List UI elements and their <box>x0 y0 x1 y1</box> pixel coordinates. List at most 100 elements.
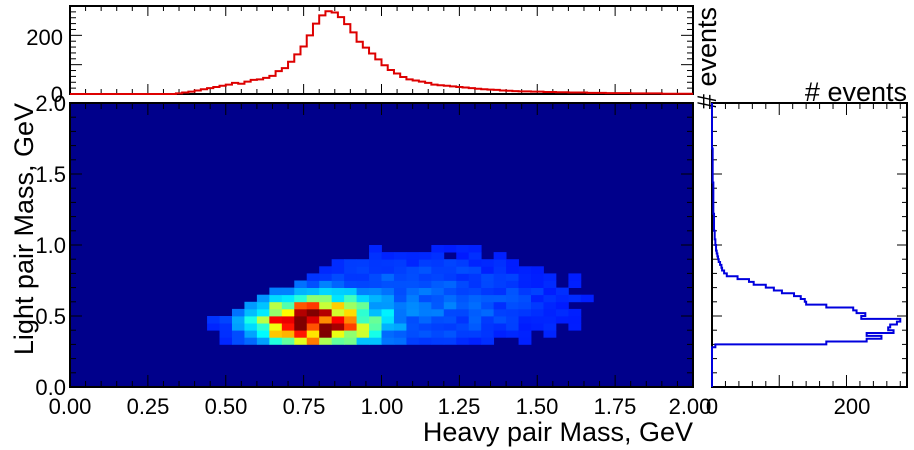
heatmap-cell <box>319 294 333 303</box>
heatmap-cell <box>331 316 345 324</box>
heatmap-cell <box>568 273 582 281</box>
heatmap-cell <box>369 252 382 260</box>
heatmap-cell <box>256 308 270 317</box>
heatmap-cells <box>207 245 594 345</box>
heatmap-cell <box>393 266 407 274</box>
heatmap-cell <box>431 308 445 317</box>
heatmap-cell <box>344 294 357 303</box>
y-tick-label: 0.0 <box>35 375 66 400</box>
heatmap-cell <box>431 330 445 338</box>
heatmap-cell <box>481 273 495 281</box>
heatmap-cell <box>555 316 569 324</box>
heatmap-cell <box>393 287 407 296</box>
heatmap-cell <box>468 330 482 338</box>
heatmap-cell <box>369 273 382 281</box>
heatmap-cell <box>393 294 407 303</box>
right-histogram-xtick-label: 0 <box>706 394 718 419</box>
heatmap-cell <box>456 301 470 310</box>
heatmap-cell <box>244 316 258 324</box>
heatmap-cell <box>418 266 432 274</box>
heatmap-cell <box>381 323 395 331</box>
heatmap-cell <box>493 294 507 303</box>
heatmap-cell <box>468 266 482 274</box>
heatmap-cell <box>319 280 333 288</box>
heatmap-cell <box>406 323 420 331</box>
heatmap-cell <box>493 287 507 296</box>
heatmap-cell <box>468 273 482 281</box>
heatmap-cell <box>356 323 370 331</box>
x-tick-label: 1.00 <box>361 394 404 419</box>
heatmap-cell <box>381 330 395 338</box>
heatmap-cell <box>381 316 395 324</box>
heatmap-cell <box>506 323 519 331</box>
heatmap-cell <box>331 287 345 296</box>
right-histogram-xlabel: # events <box>805 77 907 107</box>
heatmap-cell <box>244 330 258 338</box>
heatmap-cell <box>481 316 495 324</box>
heatmap-cell <box>356 330 370 338</box>
heatmap-cell <box>418 294 432 303</box>
heatmap-cell <box>431 280 445 288</box>
heatmap-cell <box>319 316 333 324</box>
heatmap-cell <box>531 273 544 281</box>
x-tick-label: 1.75 <box>594 394 637 419</box>
heatmap-cell <box>256 301 270 310</box>
heatmap-cell <box>493 259 507 267</box>
heatmap-cell <box>468 316 482 324</box>
heatmap-cell <box>306 308 320 317</box>
heatmap-cell <box>306 287 320 296</box>
heatmap-cell <box>381 280 395 288</box>
heatmap-cell <box>493 273 507 281</box>
heatmap-cell <box>294 330 308 338</box>
heatmap-cell <box>393 301 407 310</box>
heatmap-cell <box>493 266 507 274</box>
heatmap-cell <box>356 301 370 310</box>
heatmap-cell <box>319 330 333 338</box>
heatmap-cell <box>431 245 445 253</box>
heatmap-cell <box>506 330 519 338</box>
heatmap-cell <box>306 301 320 310</box>
heatmap-cell <box>219 323 233 331</box>
heatmap-cell <box>568 280 582 288</box>
heatmap-cell <box>456 337 470 345</box>
heatmap-cell <box>456 280 470 288</box>
heatmap-cell <box>344 301 357 310</box>
heatmap-cell <box>418 316 432 324</box>
heatmap-cell <box>369 330 382 338</box>
heatmap-cell <box>493 301 507 310</box>
heatmap-cell <box>431 316 445 324</box>
top-histogram-ytick-label: 0 <box>51 82 63 107</box>
heatmap-cell <box>431 337 445 345</box>
heatmap-cell <box>256 316 270 324</box>
heatmap-cell <box>506 308 519 317</box>
heatmap-cell <box>431 287 445 296</box>
heatmap-cell <box>431 252 445 260</box>
heatmap-cell <box>256 323 270 331</box>
heatmap-cell <box>344 323 357 331</box>
heatmap-cell <box>393 337 407 345</box>
top-histogram-ylabel: # events <box>692 7 722 109</box>
top-histogram-ticks <box>69 5 694 95</box>
heatmap-cell <box>406 266 420 274</box>
x-tick-label: 0.75 <box>283 394 326 419</box>
heatmap-cell <box>381 259 395 267</box>
heatmap-cell <box>306 323 320 331</box>
heatmap-cell <box>468 294 482 303</box>
heatmap-cell <box>356 287 370 296</box>
heatmap-cell <box>468 252 482 260</box>
heatmap-cell <box>381 337 395 345</box>
heatmap-cell <box>331 266 345 274</box>
heatmap-cell <box>443 308 457 317</box>
heatmap-cell <box>306 330 320 338</box>
heatmap-cell <box>356 294 370 303</box>
heatmap-cell <box>381 301 395 310</box>
heatmap-cell <box>369 259 382 267</box>
heatmap-cell <box>393 308 407 317</box>
heatmap-cell <box>369 337 382 345</box>
heatmap-cell <box>518 287 532 296</box>
heatmap-x-tick-labels: 0.00 0.25 0.50 0.75 1.00 1.25 1.50 1.75 … <box>49 394 712 419</box>
heatmap-cell <box>393 259 407 267</box>
heatmap-cell <box>456 245 470 253</box>
heatmap-cell <box>418 301 432 310</box>
heatmap-cell <box>531 308 544 317</box>
